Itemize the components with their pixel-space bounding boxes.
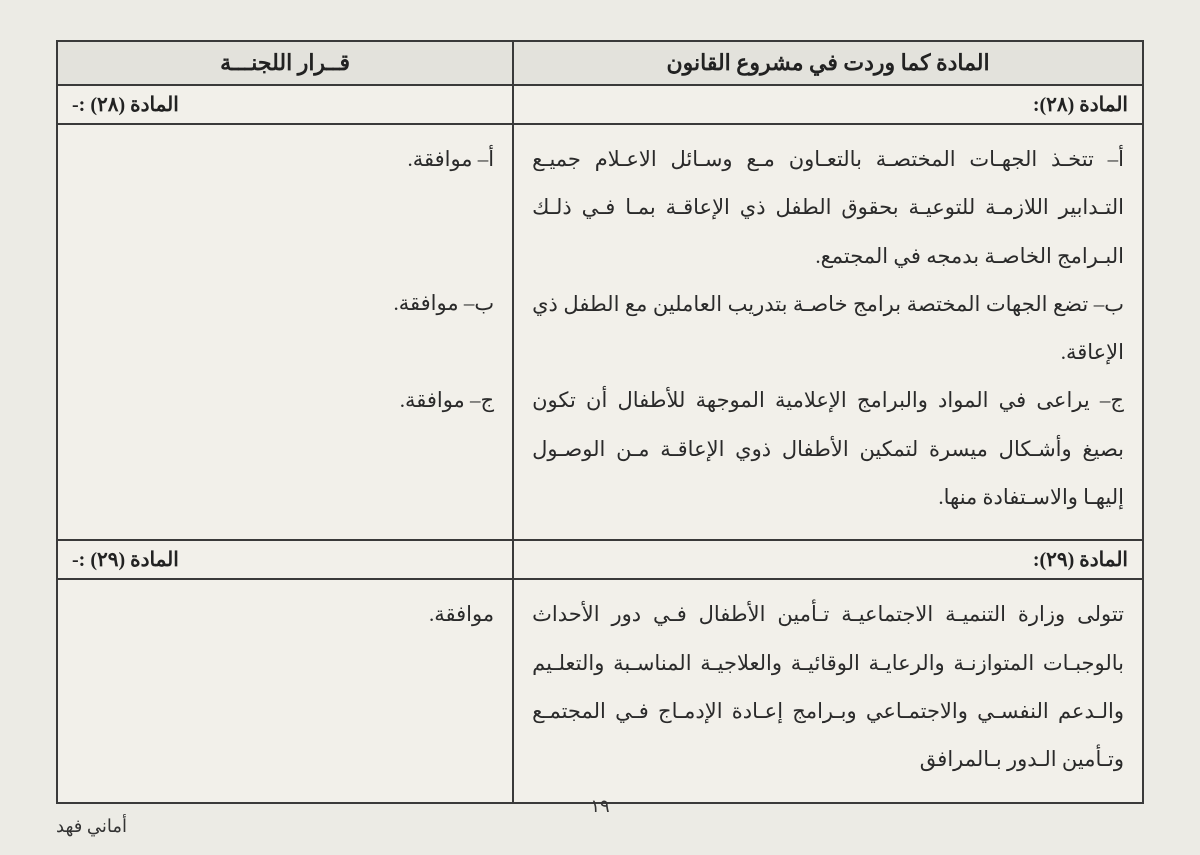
document-page: المادة كما وردت في مشروع القانون قــرار … — [0, 0, 1200, 855]
article-29-law-heading: المادة (٢٩): — [513, 540, 1143, 579]
article-28-dec-a: أ– موافقة. — [76, 135, 494, 183]
article-29-dec: موافقة. — [76, 590, 494, 638]
article-28-clause-a: أ– تتخـذ الجهـات المختصـة بالتعـاون مـع … — [532, 135, 1124, 280]
article-28-dec-b: ب– موافقة. — [76, 279, 494, 327]
article-28-body: أ– تتخـذ الجهـات المختصـة بالتعـاون مـع … — [57, 124, 1143, 540]
article-29-body: تتولى وزارة التنميـة الاجتماعيـة تـأمين … — [57, 579, 1143, 802]
article-28-clause-c: ج– يراعى في المواد والبرامج الإعلامية ال… — [532, 376, 1124, 521]
article-28-clause-b: ب– تضع الجهات المختصة برامج خاصـة بتدريب… — [532, 280, 1124, 377]
article-29-dec-heading: المادة (٢٩) :- — [57, 540, 513, 579]
article-28-dec-c: ج– موافقة. — [76, 376, 494, 424]
article-29-head: المادة (٢٩): المادة (٢٩) :- — [57, 540, 1143, 579]
article-28-law-heading: المادة (٢٨): — [513, 85, 1143, 124]
page-footer: أماني فهد — [56, 816, 1144, 837]
article-28-head: المادة (٢٨): المادة (٢٨) :- — [57, 85, 1143, 124]
header-row: المادة كما وردت في مشروع القانون قــرار … — [57, 41, 1143, 85]
article-29-law-text: تتولى وزارة التنميـة الاجتماعيـة تـأمين … — [513, 579, 1143, 802]
article-28-dec-heading: المادة (٢٨) :- — [57, 85, 513, 124]
article-29-clause: تتولى وزارة التنميـة الاجتماعيـة تـأمين … — [532, 590, 1124, 783]
footer-author: أماني فهد — [56, 816, 127, 837]
article-28-dec-text: أ– موافقة. ب– موافقة. ج– موافقة. — [57, 124, 513, 540]
article-29-dec-text: موافقة. — [57, 579, 513, 802]
page-number: ١٩ — [0, 796, 1200, 817]
law-table: المادة كما وردت في مشروع القانون قــرار … — [56, 40, 1144, 804]
header-decision: قــرار اللجنـــة — [57, 41, 513, 85]
article-28-law-text: أ– تتخـذ الجهـات المختصـة بالتعـاون مـع … — [513, 124, 1143, 540]
header-law: المادة كما وردت في مشروع القانون — [513, 41, 1143, 85]
